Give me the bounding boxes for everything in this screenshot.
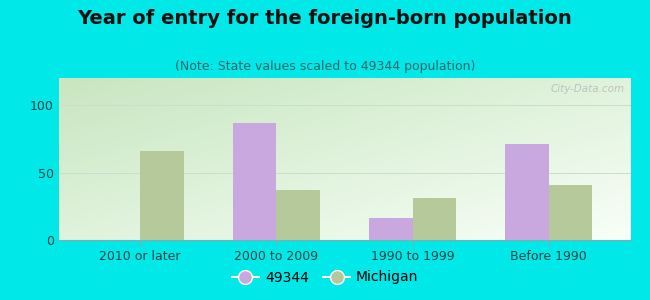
Bar bbox=[505, 144, 549, 240]
Bar bbox=[549, 184, 592, 240]
Bar bbox=[140, 151, 184, 240]
Text: (Note: State values scaled to 49344 population): (Note: State values scaled to 49344 popu… bbox=[175, 60, 475, 73]
Bar bbox=[276, 190, 320, 240]
Text: Year of entry for the foreign-born population: Year of entry for the foreign-born popul… bbox=[77, 9, 573, 28]
Text: City-Data.com: City-Data.com bbox=[551, 85, 625, 94]
Bar bbox=[413, 198, 456, 240]
Bar bbox=[233, 122, 276, 240]
Legend: 49344, Michigan: 49344, Michigan bbox=[226, 265, 424, 290]
Bar bbox=[369, 218, 413, 240]
